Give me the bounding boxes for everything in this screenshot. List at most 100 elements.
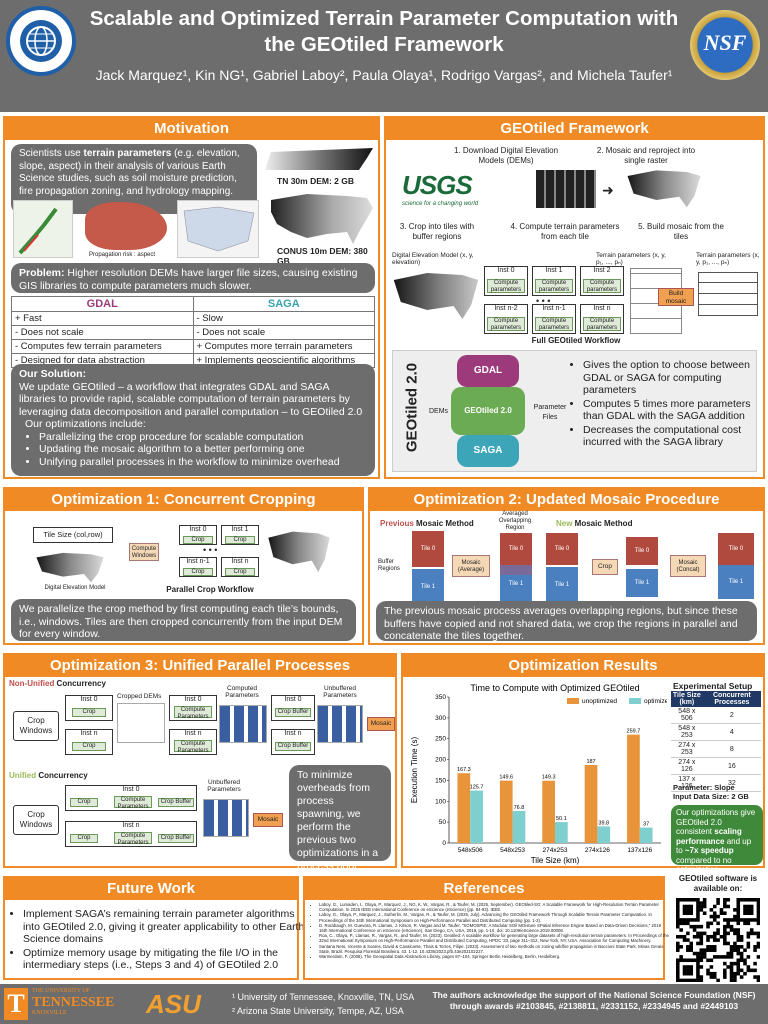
cropped-dems-group xyxy=(117,703,165,743)
tennessee-dem-map xyxy=(265,148,373,170)
previous-method-label: Previous Mosaic Method xyxy=(380,519,474,528)
instance-box: Inst 2 Compute parameters xyxy=(580,266,624,296)
setup-cell: 16 xyxy=(702,757,761,775)
reference-item: Laboy, G., Olaya, P., Marquez, J., Suthe… xyxy=(319,912,669,922)
optimization-2-title: Optimization 2: Updated Mosaic Procedure xyxy=(370,489,763,511)
bullet-item: Gives the option to choose between GDAL … xyxy=(583,359,765,397)
setup-cell: 274 x 126 xyxy=(671,757,703,775)
computed-parameters-label: Computed Parameters xyxy=(225,685,259,699)
y-tick-label: 200 xyxy=(435,757,446,764)
nsf-logo: NSF xyxy=(690,10,760,80)
mosaic-box: Mosaic xyxy=(367,717,395,731)
instance-box: Inst n-1 Compute parameters xyxy=(532,304,576,334)
ut-wordmark: THE UNIVERSITY OF TENNESSEE KNOXVILLE xyxy=(32,988,115,1016)
final-tile-1: Tile 1 xyxy=(718,565,754,599)
step-4-label: 4. Compute terrain parameters from each … xyxy=(510,222,620,241)
optimization-2-panel: Optimization 2: Updated Mosaic Procedure… xyxy=(368,487,765,645)
setup-cell: 32 xyxy=(702,774,761,792)
setup-cell: 2 xyxy=(702,707,761,724)
x-tick-label: 274x126 xyxy=(585,847,610,854)
step-2-label: 2. Mosaic and reproject into single rast… xyxy=(596,146,696,165)
optimization-item: Parallelizing the crop procedure for sca… xyxy=(39,431,367,444)
conus-dem-label: CONUS 10m DEM: 380 GB xyxy=(277,246,368,266)
asu-logo: ASU xyxy=(146,989,201,1019)
legend-label-unoptimized: unoptimized xyxy=(582,698,617,705)
reference-item: Laboy, G., Lumaden, I., Olaya, P., Marqu… xyxy=(319,902,669,912)
step-5-label: 5. Build mosaic from the tiles xyxy=(638,222,724,241)
future-work-list: Implement SAGA’s remaining terrain param… xyxy=(23,908,307,973)
geotiled-core-piece: GEOtiled 2.0 xyxy=(451,387,525,435)
setup-header: Concurrent Processes xyxy=(712,692,751,706)
parameter-line: Parameter: Slope xyxy=(673,783,735,792)
framework-panel: GEOtiled Framework 1. Download Digital E… xyxy=(384,116,765,479)
parallel-crop-caption: Parallel Crop Workflow xyxy=(166,585,254,594)
saga-row: + Computes more terrain parameters xyxy=(192,339,375,354)
qr-code[interactable] xyxy=(676,898,760,982)
results-summary: Our optimizations give GEOtiled 2.0 cons… xyxy=(671,805,763,874)
crop-windows-box: Crop Windows xyxy=(13,711,59,741)
results-title: Optimization Results xyxy=(403,655,763,677)
final-tile-0: Tile 0 xyxy=(718,533,754,565)
data-label-optimized: 125.7 xyxy=(470,785,484,791)
hydrology-map-thumbnail xyxy=(13,200,73,258)
setup-cell: 274 x 253 xyxy=(671,740,703,758)
input-size-line: Input Data Size: 2 GB xyxy=(673,792,749,801)
y-tick-label: 0 xyxy=(442,840,446,847)
dem-image xyxy=(36,552,104,583)
crop-buffer-inst-n: Inst n Crop Buffer xyxy=(271,729,315,755)
output-table-image xyxy=(698,272,758,316)
setup-header: Tile Size (km) xyxy=(672,692,701,706)
setup-cell: 548 x 506 xyxy=(671,707,703,724)
optimization-1-description: We parallelize the crop method by first … xyxy=(11,599,356,641)
bar-optimized xyxy=(470,790,483,843)
optimization-3-panel: Optimization 3: Unified Parallel Process… xyxy=(3,653,397,872)
fire-map-caption: Propagation risk : aspect xyxy=(89,252,156,258)
future-item: Optimize memory usage by mitigating the … xyxy=(23,947,307,972)
data-label-unoptimized: 187 xyxy=(586,759,595,765)
future-item: Implement SAGA’s remaining terrain param… xyxy=(23,908,307,946)
legend-label-optimized: optimized xyxy=(644,698,667,705)
gdal-header: GDAL xyxy=(11,296,194,312)
tn-dem-label: TN 30m DEM: 2 GB xyxy=(277,176,354,186)
data-label-unoptimized: 149.3 xyxy=(542,775,556,781)
y-tick-label: 150 xyxy=(435,777,446,784)
compute-parameters-box: Compute parameters xyxy=(583,317,621,331)
reference-item: D. Rorabaugh, M. Guevara, R. Llamas, J. … xyxy=(319,923,669,933)
setup-title: Experimental Setup xyxy=(673,681,753,691)
y-tick-label: 250 xyxy=(435,736,446,743)
results-panel: Optimization Results Time to Compute wit… xyxy=(401,653,765,874)
build-mosaic-box: Build mosaic xyxy=(658,288,694,306)
gdal-row: - Does not scale xyxy=(11,325,194,340)
fire-propagation-map-thumbnail xyxy=(85,202,167,250)
reference-item: Roa, C., Olaya, P., Llamas, R., Vargas, … xyxy=(319,933,669,943)
crop-buffer-inst-0: Inst 0 Crop Buffer xyxy=(271,695,315,721)
crop-instance-box: Inst n-1 Crop xyxy=(179,557,217,577)
dem-caption: Digital Elevation Model xyxy=(44,585,106,591)
compute-parameters-box: Compute parameters xyxy=(487,279,525,293)
compute-parameters-box: Compute parameters xyxy=(487,317,525,331)
x-tick-label: 548x253 xyxy=(500,847,525,854)
compute-inst-n: Inst n Compute Parameters xyxy=(169,729,217,755)
unbuffered-parameters-label-2: Unbuffered Parameters xyxy=(207,779,241,793)
y-tick-label: 300 xyxy=(435,715,446,722)
bar-unoptimized xyxy=(499,780,513,843)
qr-caption: GEOtiled software is available on: xyxy=(678,874,758,893)
setup-cell: 548 x 253 xyxy=(671,723,703,741)
data-label-optimized: 37 xyxy=(643,822,649,828)
usgs-tagline: science for a changing world xyxy=(402,201,479,207)
optimization-3-description: To minimize overheads from process spawn… xyxy=(289,765,391,872)
cropped-tile-0: Tile 0 xyxy=(626,537,658,565)
gdal-saga-comparison-table: GDAL SAGA + Fast - Slow - Does not scale -… xyxy=(11,296,375,368)
x-tick-label: 137x126 xyxy=(627,847,652,854)
dem-tiles-image xyxy=(536,170,596,208)
ellipsis: • • • xyxy=(536,296,551,306)
tiled-dem-image xyxy=(268,531,330,573)
bar-optimized xyxy=(555,822,568,843)
optimization-3-title: Optimization 3: Unified Parallel Process… xyxy=(5,655,395,677)
chart-title: Time to Compute with Optimized GEOtiled xyxy=(470,683,639,693)
y-tick-label: 50 xyxy=(439,819,447,826)
optimization-1-panel: Optimization 1: Concurrent Cropping Tile… xyxy=(3,487,364,645)
legend-swatch-unoptimized xyxy=(567,698,579,704)
conus-dem-map xyxy=(271,194,373,244)
instance-box: Inst 0 Compute parameters xyxy=(484,266,528,296)
